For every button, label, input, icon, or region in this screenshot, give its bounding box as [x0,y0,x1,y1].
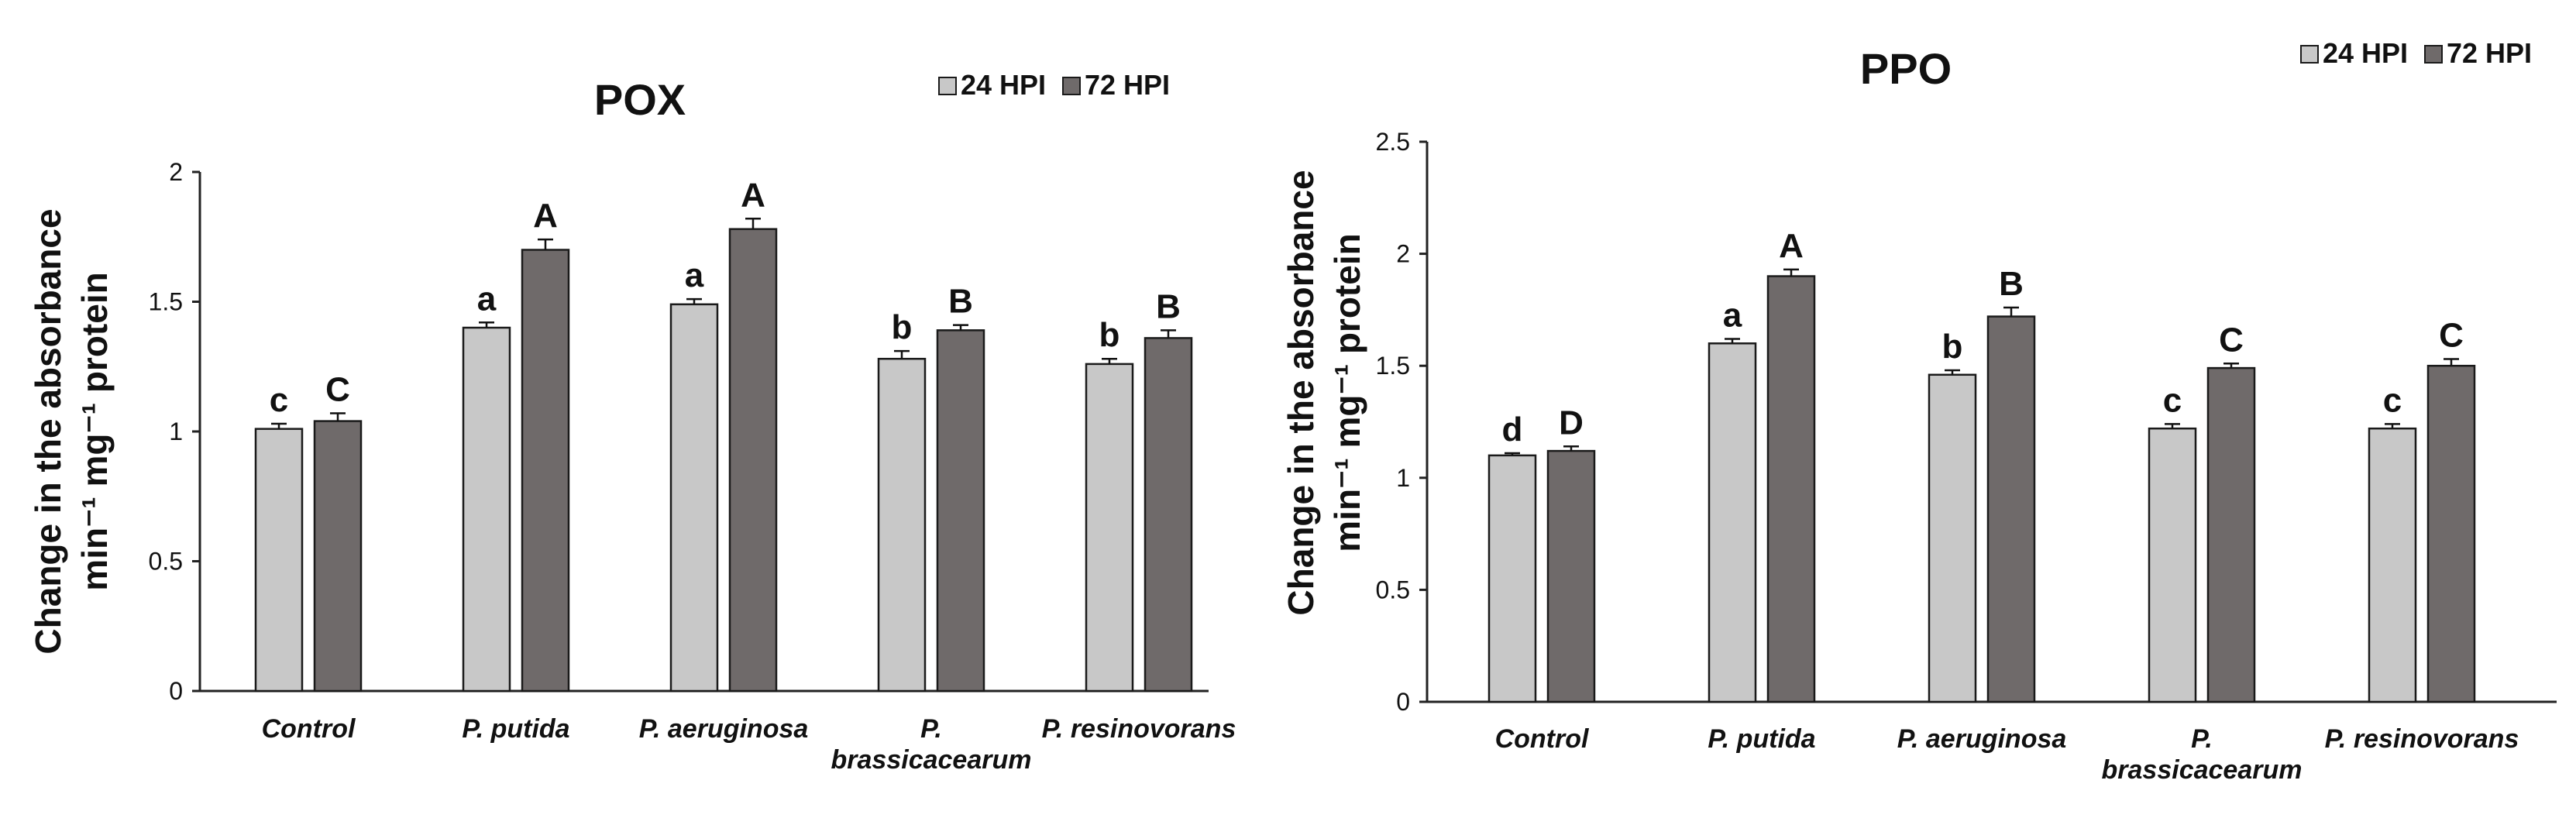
y-tick-label: 1.5 [1376,352,1410,380]
legend-label: 72 HPI [1085,69,1170,101]
legend-label: 24 HPI [2323,37,2408,69]
bar-24hpi [1487,454,1537,703]
x-category-label: Control [1495,724,1590,754]
significance-letter: d [1502,411,1523,449]
bar-24hpi [669,303,719,693]
bar-24hpi [1085,363,1134,693]
x-category-label: P. resinovorans [2325,724,2519,754]
significance-letter: D [1559,404,1584,442]
legend-label: 24 HPI [961,69,1046,101]
y-tick-label: 0.5 [149,548,183,576]
significance-letter: B [948,283,973,321]
significance-letter: b [892,308,913,346]
y-tick-label: 2 [169,158,183,186]
bar-72hpi [728,228,778,693]
significance-letter: c [2383,381,2402,419]
bar-72hpi [1546,449,1596,703]
x-category-label: P. putida [462,714,569,744]
bar-24hpi [1928,373,1977,703]
bar-72hpi [521,249,570,693]
chart-title: PPO [1860,44,1952,93]
chart-title: POX [594,75,686,124]
legend-swatch [2424,45,2443,64]
bar-24hpi [1708,342,1757,703]
bar-72hpi [936,329,985,693]
significance-letter: C [325,371,350,409]
significance-letter: A [1779,227,1804,265]
bar-72hpi [313,420,363,693]
x-category-label: P. putida [1708,724,1815,754]
y-tick-label: 0 [1396,688,1410,716]
bar-24hpi [462,326,511,693]
bar-24hpi [254,428,304,693]
bar-72hpi [1144,337,1193,693]
y-tick-label: 2 [1396,240,1410,268]
significance-letter: b [1942,328,1963,366]
bar-24hpi [877,357,927,693]
x-category-label: Control [262,714,356,744]
legend-swatch [1062,77,1081,95]
significance-letter: A [533,197,558,235]
x-category-label: P. [920,714,942,744]
y-tick-label: 0.5 [1376,576,1410,603]
y-tick-label: 1 [1396,464,1410,492]
significance-letter: b [1099,316,1120,354]
legend-swatch [2300,45,2319,64]
y-tick-label: 1 [169,418,183,445]
x-category-label: P. aeruginosa [639,714,809,744]
x-category-label: P. aeruginosa [1897,724,2067,754]
bar-24hpi [2148,427,2197,703]
bar-72hpi [1766,275,1816,703]
y-tick-label: 1.5 [149,288,183,316]
y-axis-label: min⁻¹ mg⁻¹ protein [74,272,115,590]
significance-letter: a [685,256,704,294]
legend-swatch [938,77,957,95]
significance-letter: C [2439,317,2464,355]
x-category-label: brassicacearum [2102,755,2303,785]
y-axis-label: Change in the absorbance [1281,170,1321,615]
y-axis-label: min⁻¹ mg⁻¹ protein [1327,233,1367,552]
bar-72hpi [1986,315,2036,703]
y-tick-label: 0 [169,677,183,705]
x-category-label: P. resinovorans [1042,714,1236,744]
legend-label: 72 HPI [2447,37,2532,69]
significance-letter: B [1999,265,2024,303]
chart-pox: POX Change in the absorbance min⁻¹ mg⁻¹ pr… [28,69,1236,775]
x-category-label: P. [2191,724,2213,754]
significance-letter: a [1723,296,1742,334]
significance-letter: C [2219,321,2244,359]
y-tick-label: 2.5 [1376,128,1410,156]
bar-72hpi [2426,364,2476,703]
significance-letter: c [2163,381,2182,419]
x-category-label: brassicacearum [831,745,1032,775]
bar-72hpi [2206,366,2256,703]
bar-24hpi [2368,427,2417,703]
significance-letter: A [741,176,765,214]
significance-letter: B [1156,287,1181,325]
significance-letter: c [270,381,288,419]
chart-ppo: PPO Change in the absorbance min⁻¹ mg⁻¹ pr… [1281,37,2557,785]
significance-letter: a [477,280,497,318]
y-axis-label: Change in the absorbance [28,208,68,654]
